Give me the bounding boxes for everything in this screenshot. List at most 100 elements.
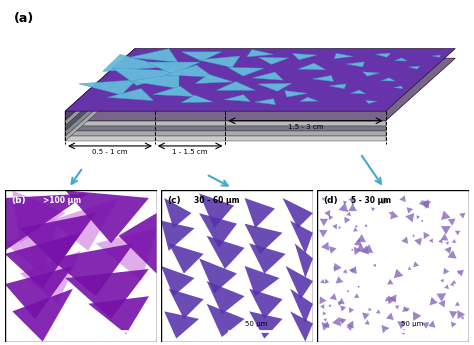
Polygon shape	[340, 318, 346, 324]
Polygon shape	[422, 322, 429, 329]
Polygon shape	[338, 227, 341, 229]
Polygon shape	[376, 309, 381, 314]
Polygon shape	[161, 221, 194, 251]
Polygon shape	[319, 296, 327, 304]
Polygon shape	[399, 329, 405, 335]
Polygon shape	[339, 318, 343, 323]
Polygon shape	[394, 58, 407, 61]
Polygon shape	[298, 63, 326, 70]
Polygon shape	[447, 250, 456, 259]
Polygon shape	[169, 243, 204, 274]
Polygon shape	[169, 289, 204, 319]
Polygon shape	[365, 100, 377, 104]
Text: 50 μm: 50 μm	[401, 321, 424, 327]
Polygon shape	[216, 81, 255, 90]
Polygon shape	[118, 213, 156, 274]
Polygon shape	[65, 63, 135, 131]
Polygon shape	[332, 317, 341, 326]
Polygon shape	[195, 74, 233, 83]
Polygon shape	[65, 49, 456, 111]
Polygon shape	[437, 293, 446, 302]
Polygon shape	[440, 279, 444, 283]
Polygon shape	[338, 302, 342, 306]
Polygon shape	[432, 55, 440, 57]
Polygon shape	[351, 248, 354, 251]
Polygon shape	[455, 302, 460, 306]
Polygon shape	[329, 84, 346, 89]
Polygon shape	[360, 245, 369, 255]
Polygon shape	[65, 126, 386, 131]
Polygon shape	[402, 306, 409, 312]
Polygon shape	[12, 190, 65, 243]
Text: (c): (c)	[167, 196, 181, 206]
Text: 30 - 60 μm: 30 - 60 μm	[194, 196, 240, 206]
Polygon shape	[413, 312, 421, 321]
Polygon shape	[249, 243, 285, 274]
Polygon shape	[356, 243, 365, 251]
Polygon shape	[199, 258, 237, 293]
Polygon shape	[369, 308, 372, 311]
Polygon shape	[399, 195, 406, 202]
Polygon shape	[329, 246, 337, 254]
Polygon shape	[381, 78, 395, 81]
Polygon shape	[354, 247, 362, 255]
Polygon shape	[457, 271, 461, 274]
Text: (a): (a)	[14, 12, 34, 25]
Polygon shape	[407, 207, 413, 214]
Polygon shape	[389, 212, 392, 215]
Text: (b): (b)	[11, 196, 26, 206]
Text: 5 - 30 μm: 5 - 30 μm	[351, 196, 391, 206]
Polygon shape	[382, 325, 389, 333]
Polygon shape	[346, 289, 349, 292]
Polygon shape	[65, 121, 386, 126]
Polygon shape	[363, 244, 373, 253]
Polygon shape	[245, 224, 283, 254]
Polygon shape	[346, 62, 365, 67]
Polygon shape	[363, 72, 379, 76]
Polygon shape	[429, 238, 433, 243]
Polygon shape	[324, 279, 329, 284]
Polygon shape	[343, 269, 347, 274]
Polygon shape	[438, 239, 442, 244]
Polygon shape	[353, 227, 358, 232]
Polygon shape	[207, 304, 245, 337]
Polygon shape	[20, 213, 96, 266]
Polygon shape	[446, 241, 449, 245]
Polygon shape	[373, 264, 376, 267]
Text: 50 μm: 50 μm	[245, 321, 267, 327]
Polygon shape	[323, 318, 327, 322]
Polygon shape	[65, 58, 456, 121]
Polygon shape	[344, 217, 350, 224]
Polygon shape	[348, 204, 357, 211]
Polygon shape	[199, 194, 234, 228]
Polygon shape	[443, 268, 449, 274]
Polygon shape	[65, 74, 135, 141]
Polygon shape	[417, 215, 420, 219]
Polygon shape	[444, 284, 449, 289]
Polygon shape	[382, 200, 385, 204]
Polygon shape	[336, 276, 343, 284]
Polygon shape	[421, 199, 429, 209]
Polygon shape	[349, 307, 354, 313]
Polygon shape	[5, 266, 73, 319]
Polygon shape	[103, 55, 168, 71]
Polygon shape	[20, 251, 81, 304]
Polygon shape	[371, 207, 375, 211]
Polygon shape	[199, 213, 237, 248]
Polygon shape	[245, 198, 275, 228]
Polygon shape	[285, 266, 313, 299]
Polygon shape	[65, 190, 149, 243]
Polygon shape	[455, 230, 460, 235]
Polygon shape	[324, 210, 330, 217]
Polygon shape	[409, 66, 420, 69]
Polygon shape	[448, 218, 456, 226]
Polygon shape	[258, 57, 289, 65]
Polygon shape	[153, 86, 194, 97]
Polygon shape	[422, 200, 431, 209]
Polygon shape	[112, 68, 183, 86]
Polygon shape	[65, 58, 135, 126]
Polygon shape	[362, 313, 370, 320]
Polygon shape	[334, 53, 353, 59]
Polygon shape	[386, 313, 394, 320]
Polygon shape	[346, 325, 352, 331]
